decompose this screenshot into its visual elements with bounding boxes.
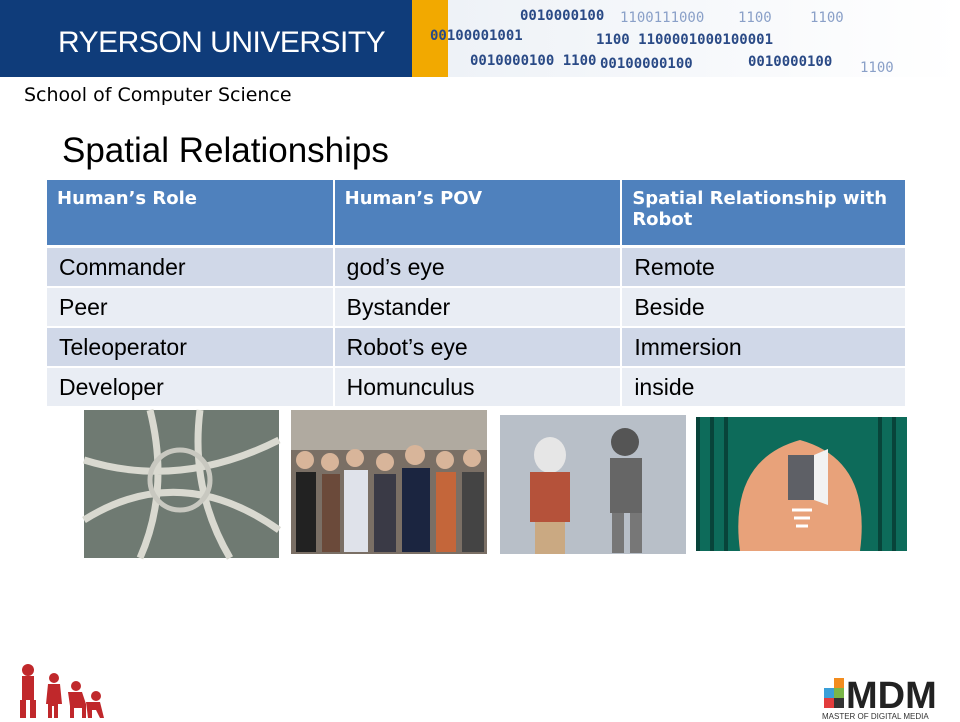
table-cell: Commander [47,246,335,288]
binary-text: 1100 [860,60,894,76]
table-cell: Homunculus [333,367,623,408]
binary-text: 1100 [810,10,844,26]
column-header: Spatial Relationship with Robot [621,180,907,248]
header-accent [412,0,448,77]
table-cell: Teleoperator [47,327,335,368]
department: School of Computer Science [24,84,292,106]
table-row: Developer Homunculus inside [47,367,907,408]
university-name: RYERSON UNIVERSITY [58,26,386,59]
table-cell: Developer [47,367,335,408]
table-cell: god’s eye [333,246,623,288]
binary-text: 00100001001 [430,28,523,44]
logo-caption: MASTER OF DIGITAL MEDIA [822,712,929,721]
table-header: Human’s Role Human’s POV Spatial Relations… [47,180,907,248]
table-row: Peer Bystander Beside [47,287,907,328]
slide-title: Spatial Relationships [62,131,389,170]
freeway-photo [82,409,282,560]
table-cell: Robot’s eye [333,327,623,368]
table-row: Commander god’s eye Remote [47,246,907,288]
header-band [0,0,412,77]
evolution-logo [20,664,104,718]
table-cell: inside [621,367,907,408]
binary-text: 1100 1100001000100001 [596,32,774,48]
mdm-mark: MDM MASTER OF DIGITAL MEDIA [822,675,937,721]
table-row: Teleoperator Robot’s eye Immersion [47,327,907,368]
homunculus-photo [696,417,907,551]
illustrations [82,409,907,560]
column-header: Human’s POV [333,180,623,248]
binary-banner [448,0,960,77]
logo-name: MDM [846,675,937,717]
table-cell: Bystander [333,287,623,328]
binary-text: 0010000100 [748,54,833,70]
mdm-logo: MDM MASTER OF DIGITAL MEDIA [820,668,960,722]
column-header: Human’s Role [47,180,335,248]
binary-text: 0010000100 1100 [470,53,597,69]
table-cell: Beside [621,287,907,328]
table-cell: Peer [47,287,335,328]
crowd-photo [291,410,487,554]
binary-text: 1100111000 [620,10,705,26]
robot-photo [500,415,686,554]
binary-text: 00100000100 [600,56,693,72]
table-cell: Immersion [621,327,907,368]
binary-text: 0010000100 [520,8,605,24]
relationship-table: Human’s Role Human’s POV Spatial Relations… [47,180,907,408]
table-cell: Remote [621,246,907,288]
binary-text: 1100 [738,10,772,26]
